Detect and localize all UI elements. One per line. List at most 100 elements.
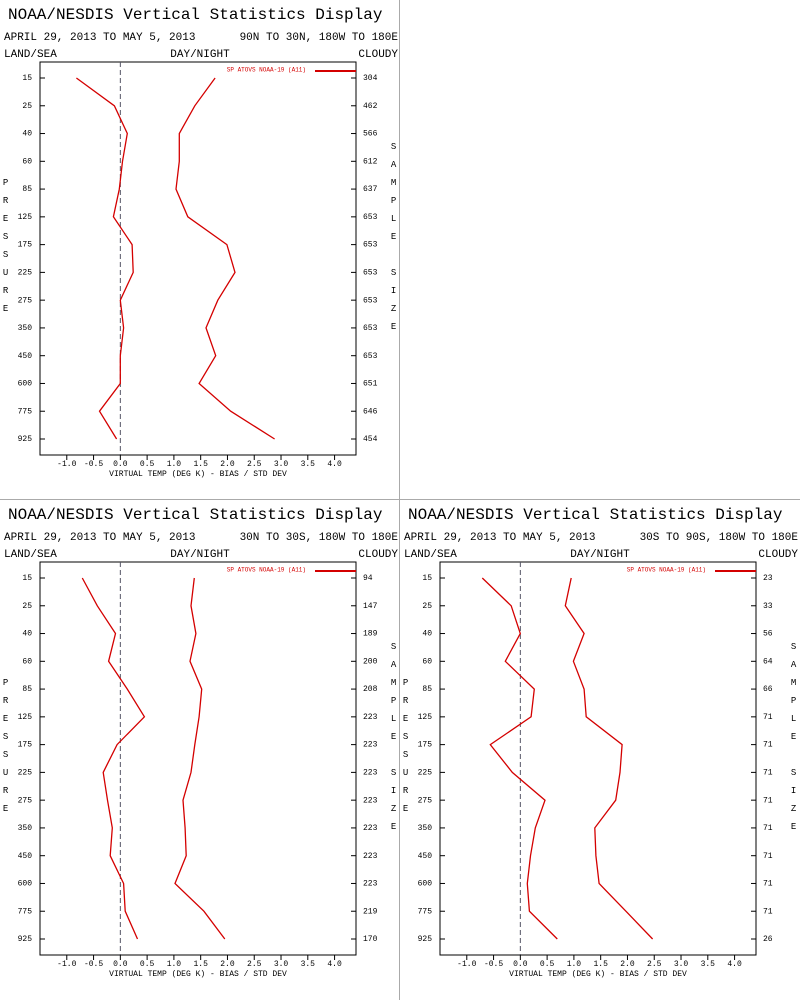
x-tick-label: 3.5 — [301, 460, 316, 469]
legend-label: SP ATOVS NOAA-19 (A11) — [227, 567, 306, 574]
pressure-label: 225 — [18, 268, 33, 277]
header-label: LAND/SEA — [404, 549, 457, 561]
region: 90N TO 30N, 180W TO 180E — [240, 32, 399, 44]
x-tick-label: 3.0 — [674, 960, 689, 969]
sample-size-label: 223 — [363, 713, 378, 722]
x-tick-label: 3.5 — [301, 960, 316, 969]
chart-panel: NOAA/NESDIS Vertical Statistics Display A… — [401, 506, 799, 979]
pressure-label: 275 — [18, 796, 33, 805]
sample-size-label: 462 — [363, 102, 378, 111]
sample-size-label: 66 — [763, 685, 773, 694]
pressure-label: 60 — [422, 657, 432, 666]
pressure-label: 925 — [18, 435, 33, 444]
x-tick-label: 3.0 — [274, 460, 289, 469]
sample-size-label: 223 — [363, 880, 378, 889]
pressure-label: 925 — [418, 935, 433, 944]
pressure-label: 125 — [18, 713, 33, 722]
pressure-label: 450 — [418, 852, 433, 861]
x-tick-label: 0.0 — [513, 960, 528, 969]
legend-label: SP ATOVS NOAA-19 (A11) — [627, 567, 706, 574]
sample-size-label: 208 — [363, 685, 378, 694]
sample-size-label: 646 — [363, 407, 378, 416]
pressure-label: 775 — [18, 407, 33, 416]
chart-panel: NOAA/NESDIS Vertical Statistics Display A… — [1, 6, 399, 479]
sample-size-label: 71 — [763, 713, 773, 722]
pressure-label: 125 — [418, 713, 433, 722]
y2-axis-label: SAMPLE SIZE — [389, 642, 399, 840]
pressure-label: 350 — [18, 324, 33, 333]
pressure-label: 85 — [422, 685, 432, 694]
x-tick-label: 1.5 — [593, 960, 608, 969]
sample-size-label: 566 — [363, 130, 378, 139]
header-label: LAND/SEA — [4, 49, 57, 61]
sample-size-label: 653 — [363, 213, 378, 222]
x-axis-label: VIRTUAL TEMP (DEG K) - BIAS / STD DEV — [109, 470, 287, 479]
x-tick-label: 1.0 — [167, 960, 182, 969]
x-tick-label: 0.5 — [140, 960, 155, 969]
sample-size-label: 71 — [763, 907, 773, 916]
y-axis-label: PRESSURE — [401, 678, 411, 822]
y2-axis-label: SAMPLE SIZE — [389, 142, 399, 340]
pressure-label: 225 — [18, 768, 33, 777]
chart-panel: NOAA/NESDIS Vertical Statistics Display A… — [1, 506, 399, 979]
chart-title: NOAA/NESDIS Vertical Statistics Display — [408, 506, 783, 524]
sample-size-label: 223 — [363, 796, 378, 805]
pressure-label: 600 — [418, 880, 433, 889]
x-tick-label: 2.0 — [220, 460, 235, 469]
x-axis-label: VIRTUAL TEMP (DEG K) - BIAS / STD DEV — [509, 970, 687, 979]
plot-frame — [39, 561, 357, 956]
sample-size-label: 223 — [363, 741, 378, 750]
header-label: DAY/NIGHT — [170, 549, 230, 561]
pressure-label: 175 — [18, 741, 33, 750]
pressure-label: 25 — [422, 602, 432, 611]
chart-title: NOAA/NESDIS Vertical Statistics Display — [8, 506, 383, 524]
x-tick-label: 2.5 — [247, 960, 262, 969]
date-range: APRIL 29, 2013 TO MAY 5, 2013 — [404, 532, 595, 544]
sample-size-label: 56 — [763, 630, 773, 639]
pressure-label: 175 — [18, 241, 33, 250]
sample-size-label: 71 — [763, 852, 773, 861]
x-tick-label: -0.5 — [84, 960, 103, 969]
x-tick-label: 1.5 — [193, 960, 208, 969]
pressure-label: 450 — [18, 852, 33, 861]
sample-size-label: 64 — [763, 657, 773, 666]
header-label: CLOUDY — [758, 549, 798, 561]
region: 30N TO 30S, 180W TO 180E — [240, 532, 399, 544]
pressure-label: 275 — [18, 296, 33, 305]
pressure-label: 25 — [22, 602, 32, 611]
sample-size-label: 612 — [363, 157, 378, 166]
pressure-label: 15 — [22, 574, 32, 583]
header-label: LAND/SEA — [4, 549, 57, 561]
x-tick-label: 2.0 — [620, 960, 635, 969]
sample-size-label: 637 — [363, 185, 378, 194]
sample-size-label: 653 — [363, 268, 378, 277]
y-axis-label: PRESSURE — [1, 178, 11, 322]
x-tick-label: 3.0 — [274, 960, 289, 969]
x-tick-label: 3.5 — [701, 960, 716, 969]
x-tick-label: 1.0 — [167, 460, 182, 469]
pressure-label: 60 — [22, 657, 32, 666]
y2-axis-label: SAMPLE SIZE — [789, 642, 799, 840]
sample-size-label: 653 — [363, 241, 378, 250]
sample-size-label: 71 — [763, 741, 773, 750]
date-range: APRIL 29, 2013 TO MAY 5, 2013 — [4, 532, 195, 544]
x-tick-label: -1.0 — [457, 960, 476, 969]
pressure-label: 925 — [18, 935, 33, 944]
header-label: CLOUDY — [358, 49, 398, 61]
sample-size-label: 189 — [363, 630, 378, 639]
sample-size-label: 653 — [363, 296, 378, 305]
sample-size-label: 223 — [363, 852, 378, 861]
x-tick-label: 1.5 — [193, 460, 208, 469]
sample-size-label: 71 — [763, 796, 773, 805]
chart-title: NOAA/NESDIS Vertical Statistics Display — [8, 6, 383, 24]
sample-size-label: 33 — [763, 602, 773, 611]
sample-size-label: 223 — [363, 824, 378, 833]
x-tick-label: -0.5 — [484, 960, 503, 969]
sample-size-label: 223 — [363, 768, 378, 777]
x-tick-label: -0.5 — [84, 460, 103, 469]
x-tick-label: 4.0 — [727, 960, 742, 969]
header-label: DAY/NIGHT — [570, 549, 630, 561]
pressure-label: 25 — [22, 102, 32, 111]
pressure-label: 275 — [418, 796, 433, 805]
